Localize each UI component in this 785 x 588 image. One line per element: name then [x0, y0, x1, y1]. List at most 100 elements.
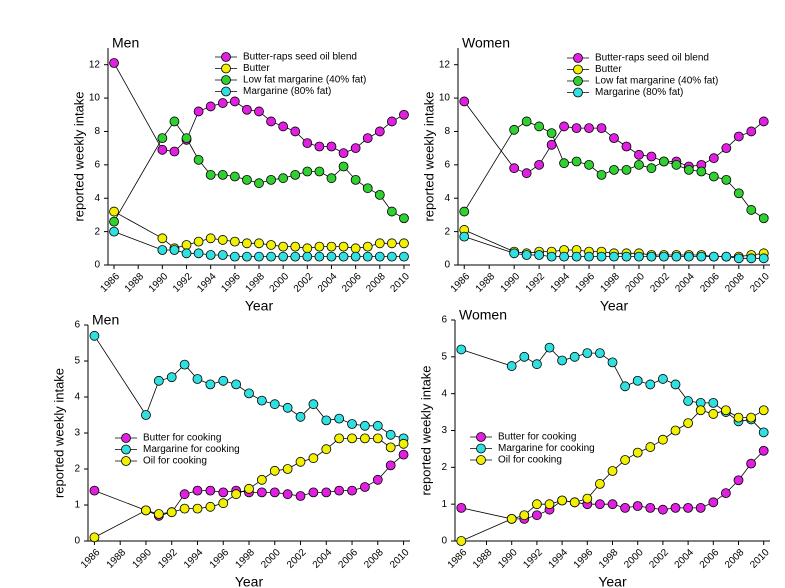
data-point	[218, 375, 229, 386]
data-point	[658, 374, 668, 384]
data-point	[153, 509, 164, 519]
series-line	[113, 231, 404, 258]
x-tick-label: 2006	[698, 547, 722, 571]
data-point	[708, 497, 719, 508]
data-point	[89, 485, 100, 496]
x-tick-label: 2000	[268, 271, 292, 295]
data-point	[521, 116, 532, 127]
y-tick-label: 0	[441, 536, 447, 547]
data-point	[609, 251, 619, 262]
data-point	[534, 121, 545, 132]
data-point	[708, 409, 719, 419]
series-line	[113, 62, 405, 154]
data-point	[645, 379, 656, 390]
data-point	[670, 379, 681, 390]
y-tick-label: 10	[439, 93, 451, 104]
y-tick-label: 4	[94, 193, 100, 204]
x-tick-label: 2010	[388, 547, 412, 571]
data-point	[519, 351, 530, 362]
data-point	[758, 116, 769, 127]
data-point	[609, 133, 619, 144]
x-tick-label: 1988	[471, 547, 495, 571]
data-point	[338, 251, 349, 262]
data-point	[254, 251, 264, 262]
series-line	[461, 450, 764, 520]
data-point	[362, 251, 373, 262]
data-point	[721, 488, 731, 499]
x-tick-label: 2002	[292, 271, 316, 295]
data-point	[193, 154, 204, 165]
data-point	[683, 251, 694, 262]
x-tick-label: 1986	[449, 271, 473, 295]
data-point	[733, 188, 744, 199]
data-point	[521, 168, 532, 179]
panel-title: Men	[92, 312, 119, 328]
x-tick-label: 1988	[474, 271, 498, 295]
data-point	[290, 169, 301, 180]
x-tick-label: 2010	[748, 271, 772, 295]
data-point	[609, 164, 619, 175]
x-tick-label: 2010	[388, 271, 412, 295]
data-point	[399, 109, 409, 120]
y-tick-label: 12	[439, 59, 451, 70]
y-tick-label: 3	[74, 428, 80, 439]
data-point	[205, 379, 216, 390]
x-tick-label: 1994	[195, 271, 219, 295]
data-point	[386, 238, 397, 249]
y-tick-label: 6	[74, 320, 80, 331]
data-point	[256, 474, 267, 485]
data-point	[347, 433, 357, 444]
data-point	[557, 355, 567, 366]
data-point	[620, 381, 630, 392]
data-point	[205, 485, 216, 496]
x-axis-label: Year	[235, 574, 264, 588]
data-point	[569, 497, 580, 508]
legend-label: Margarine (80% fat)	[243, 86, 331, 97]
data-point	[733, 412, 744, 423]
data-point	[295, 491, 306, 501]
data-point	[334, 413, 345, 424]
data-point	[620, 455, 630, 465]
y-tick-label: 0	[74, 536, 80, 547]
data-point	[584, 251, 594, 262]
data-point	[607, 466, 618, 476]
data-point	[242, 251, 252, 262]
data-point	[350, 243, 361, 254]
data-point	[326, 173, 337, 184]
data-point	[459, 231, 470, 242]
x-tick-label: 1986	[79, 547, 103, 571]
data-point	[231, 489, 242, 500]
data-point	[290, 241, 301, 252]
x-axis-label: Year	[600, 298, 629, 314]
data-point	[582, 493, 593, 504]
x-tick-label: 2008	[362, 547, 386, 571]
y-tick-label: 6	[441, 315, 447, 326]
data-point	[746, 458, 756, 469]
data-point	[456, 344, 467, 355]
data-point	[385, 442, 396, 453]
x-tick-label: 2008	[723, 547, 747, 571]
data-point	[459, 96, 470, 107]
data-point	[634, 251, 644, 262]
legend-label: Butter for cooking	[143, 433, 221, 444]
legend-marker	[476, 443, 486, 454]
data-point	[229, 251, 240, 262]
x-tick-label: 1996	[219, 271, 243, 295]
data-point	[721, 251, 732, 262]
data-point	[350, 143, 361, 154]
data-point	[399, 251, 409, 262]
data-point	[546, 139, 557, 150]
x-tick-label: 2002	[648, 271, 672, 295]
data-point	[372, 420, 383, 431]
data-point	[632, 375, 643, 386]
data-point	[350, 251, 361, 262]
data-point	[634, 159, 644, 170]
data-point	[621, 164, 632, 175]
data-point	[242, 104, 252, 115]
data-point	[153, 375, 164, 386]
legend-marker	[476, 455, 486, 465]
data-point	[334, 485, 345, 496]
data-point	[269, 399, 280, 410]
x-tick-label: 1992	[156, 547, 180, 571]
